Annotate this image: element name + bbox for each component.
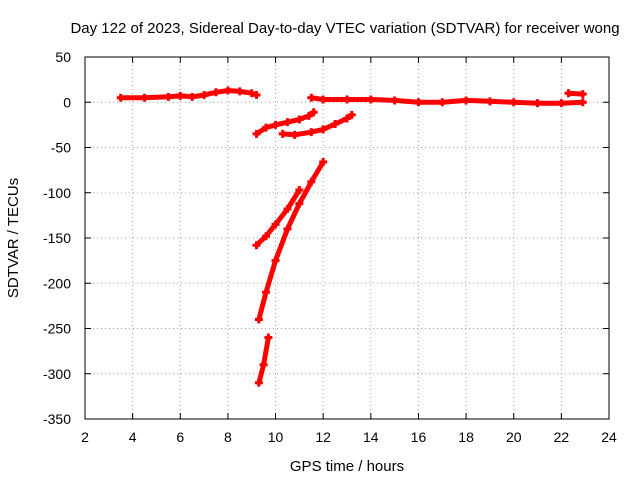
axis-ticks: 2 4 6 8 10 12 14 16 18 20 22 24500-50-100-150-200-2… [43,49,617,445]
x-tick-label: 14 [363,429,379,445]
y-tick-label: -250 [43,321,71,337]
data-point [438,98,447,107]
chart-title: Day 122 of 2023, Sidereal Day-to-day VTE… [70,20,619,37]
data-point [252,91,261,100]
data-point [271,220,280,229]
data-point [188,92,197,101]
data-point [212,88,220,97]
data-point [295,115,304,124]
series-arc-5 [564,89,587,99]
data-point [347,110,356,119]
data-point [283,224,292,233]
x-tick-label: 20 [506,429,522,445]
data-point [533,99,542,108]
series-arc-3 [278,110,356,139]
y-tick-label: -50 [51,140,71,156]
data-point [283,118,292,127]
data-point [176,91,185,100]
data-point [262,123,271,132]
data-point [283,205,292,214]
data-point [271,120,280,129]
y-tick-label: -150 [43,230,71,246]
data-point [140,93,149,102]
data-point [485,97,494,106]
data-point [259,360,268,369]
data-point [254,315,263,324]
data-point [557,99,566,108]
data-point [295,186,304,195]
data-point [319,157,328,166]
y-axis-label: SDTVAR / TECUs [5,178,22,298]
data-point [462,96,471,105]
data-point [262,288,271,297]
series-line [256,159,326,322]
data-point [164,92,173,101]
data-point [578,98,587,107]
data-point [307,177,316,186]
data-point [509,98,518,107]
series-line [280,112,355,138]
data-point [343,114,351,123]
data-point [278,129,287,138]
data-point [414,98,423,107]
series-arc-4 [307,93,587,108]
series-arc-2 [252,108,318,138]
data-point [252,241,261,250]
data-point [307,128,316,137]
y-tick-label: 50 [55,49,71,65]
series-arc-6 [252,186,304,250]
data-point [343,95,351,104]
data-point [304,111,313,120]
series-arc-1 [116,86,261,102]
x-tick-label: 6 [176,429,184,445]
x-tick-label: 22 [554,429,570,445]
y-tick-label: -300 [43,366,71,382]
data-point [254,378,263,387]
data-point [295,199,304,208]
data-point [564,89,573,98]
y-tick-label: -350 [43,411,71,427]
x-tick-label: 16 [411,429,427,445]
data-point [578,90,587,99]
data-point [235,87,244,96]
data-point [319,125,328,134]
data-point [319,95,328,104]
data-point [290,130,299,139]
data-point [252,129,261,138]
series-line [308,95,586,106]
series-layer [116,86,587,387]
data-point [271,256,280,265]
data-point [247,89,256,98]
data-point [200,91,209,100]
data-point [307,93,316,102]
data-point [366,95,375,104]
data-point [264,333,273,342]
data-point [262,232,271,241]
series-arc-7 [254,157,328,324]
y-tick-label: 0 [63,94,71,110]
x-tick-label: 10 [268,429,284,445]
data-point [309,108,318,117]
x-tick-label: 24 [601,429,617,445]
x-tick-label: 4 [129,429,137,445]
data-point [331,119,340,128]
plot-frame [84,56,610,420]
series-arc-8 [254,333,273,387]
grid-lines [85,57,609,419]
x-tick-label: 18 [458,429,474,445]
x-tick-label: 8 [224,429,232,445]
data-point [223,86,232,95]
x-tick-label: 2 [81,429,89,445]
y-tick-label: -100 [43,185,71,201]
x-axis-label: GPS time / hours [290,458,404,475]
data-point [390,96,399,105]
data-point [116,93,125,102]
series-line [256,335,271,386]
x-tick-label: 12 [315,429,331,445]
y-tick-label: -200 [43,275,71,291]
